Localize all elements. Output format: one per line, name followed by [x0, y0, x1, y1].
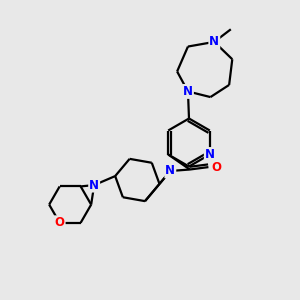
Text: N: N: [209, 35, 219, 48]
Text: O: O: [55, 216, 65, 229]
Text: N: N: [165, 164, 175, 178]
Text: N: N: [183, 85, 193, 98]
Text: N: N: [89, 178, 99, 192]
Text: O: O: [212, 160, 222, 174]
Text: N: N: [205, 148, 215, 161]
